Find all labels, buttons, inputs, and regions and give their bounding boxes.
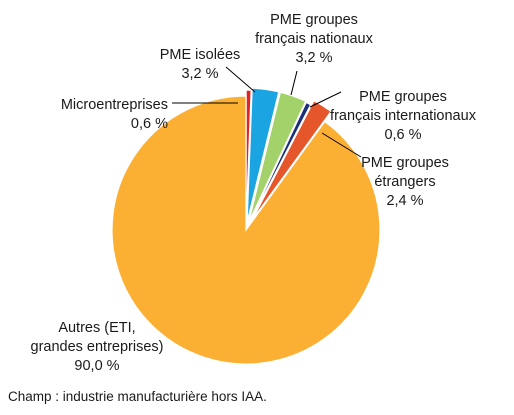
leader-lines [172,66,362,158]
pie-slice-pme-groupes-francais-nationaux [248,91,307,223]
pie-slice-microentreprises [245,89,252,225]
slice-label-pme-isolees: PME isolées 3,2 % [160,47,241,82]
leader-line-pme-isolees [225,66,256,93]
slice-name-line: Microentreprises [61,97,168,113]
slice-value-label: 0,6 % [131,116,168,132]
pie-slice-autres [111,95,381,365]
slice-name-line: français nationaux [255,31,373,47]
source-note: Champ : industrie manufacturière hors IA… [8,389,267,404]
slice-label-pme-groupes-francais-internationaux: PME groupes français internationaux 0,6 % [330,89,477,143]
slice-name-line: PME isolées [160,47,241,63]
slice-name-line: étrangers [374,174,435,190]
slice-value-label: 0,6 % [384,127,421,143]
slice-label-autres: Autres (ETI, grandes entreprises) 90,0 % [31,320,164,374]
slice-name-line: grandes entreprises) [31,339,164,355]
slice-name-line: Autres (ETI, [58,320,135,336]
slice-label-pme-groupes-francais-nationaux: PME groupes français nationaux 3,2 % [255,12,373,66]
leader-line-pme-groupes-francais-nationaux [290,70,298,96]
leader-line-pme-groupes-francais-internationaux [309,91,342,108]
leader-line-pme-groupes-etrangers [321,132,362,158]
pie-slice-pme-isolees [246,87,280,223]
pie-slices [111,87,381,365]
slice-name-line: PME groupes [361,155,449,171]
slice-value-label: 3,2 % [181,66,218,82]
pie-slice-pme-groupes-etrangers [251,99,332,221]
slice-value-label: 90,0 % [74,358,119,374]
slice-name-line: français internationaux [330,108,477,124]
slice-name-line: PME groupes [270,12,358,28]
slice-value-label: 3,2 % [295,50,332,66]
slice-value-label: 2,4 % [386,193,423,209]
pie-slice-pme-groupes-francais-internationaux [248,101,312,224]
slice-label-pme-groupes-etrangers: PME groupes étrangers 2,4 % [361,155,449,209]
slice-name-line: PME groupes [359,89,447,105]
slice-label-microentreprises: Microentreprises 0,6 % [61,97,168,132]
slice-labels: Microentreprises 0,6 %PME isolées 3,2 %PME… [31,12,477,374]
